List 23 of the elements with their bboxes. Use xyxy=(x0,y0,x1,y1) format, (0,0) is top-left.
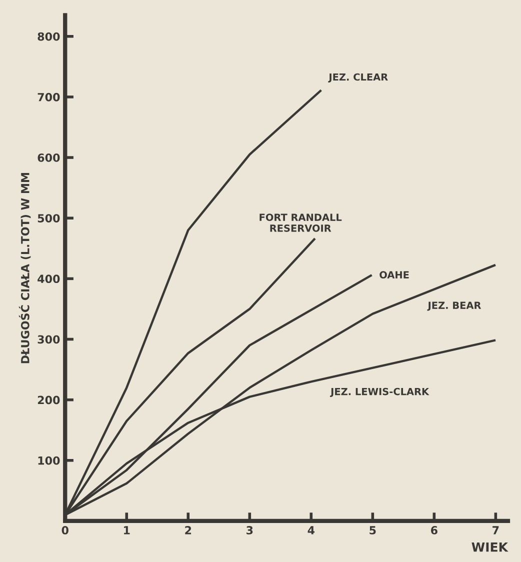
y-tick-label: 100 xyxy=(38,456,60,465)
y-tick-label: 800 xyxy=(38,32,60,41)
x-tick-label: 7 xyxy=(492,526,499,534)
x-axis-title: WIEK xyxy=(472,542,508,552)
x-tick-label: 6 xyxy=(430,526,438,534)
series-label: JEZ. CLEAR xyxy=(328,73,388,82)
y-tick-label: 300 xyxy=(38,335,60,344)
y-tick-label: 200 xyxy=(38,396,60,404)
x-tick-label: 2 xyxy=(185,526,192,534)
x-tick-label: 3 xyxy=(246,526,253,534)
y-tick-label: 600 xyxy=(38,154,60,162)
x-tick-label: 4 xyxy=(308,526,315,534)
y-tick-label: 400 xyxy=(38,274,60,284)
series-label: JEZ. LEWIS-CLARK xyxy=(330,388,430,398)
series-label: JEZ. BEAR xyxy=(427,302,482,311)
y-tick-label: 500 xyxy=(38,214,60,222)
y-axis-title: DŁUGOŚĆ CIAŁA (L.TOT) W MM xyxy=(18,172,31,364)
series-label: OAHE xyxy=(380,271,409,278)
x-tick-label: 1 xyxy=(124,526,130,534)
x-tick-label: 0 xyxy=(62,526,68,534)
y-tick-label: 700 xyxy=(38,92,60,102)
text: FORT RANDALL RESERVOIR xyxy=(260,214,342,232)
x-tick-label: 5 xyxy=(370,526,376,534)
